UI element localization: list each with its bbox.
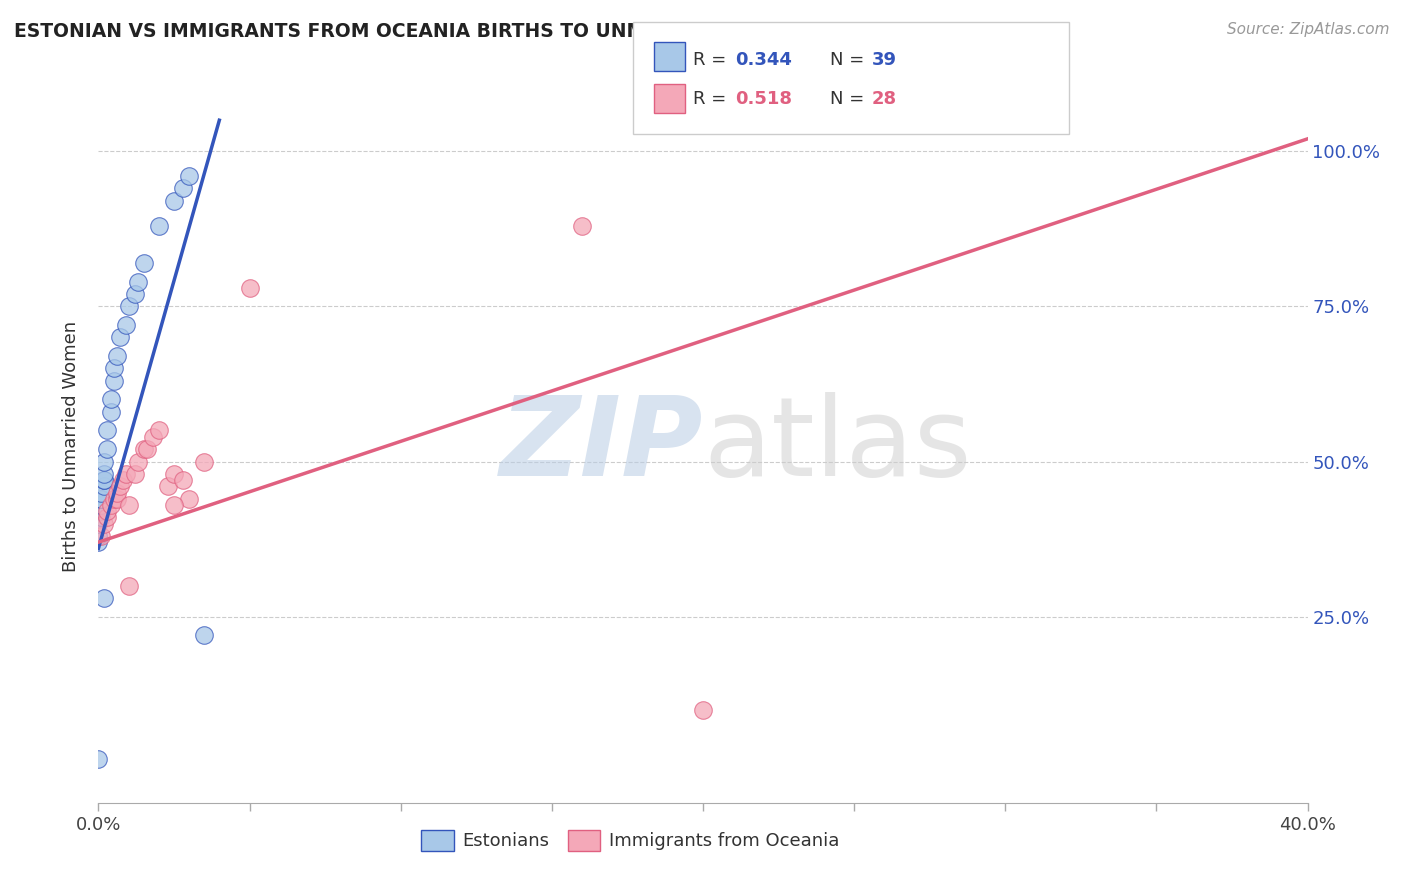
Point [179, 491, 201, 506]
Point [156, 479, 179, 493]
Point [93, 516, 115, 531]
Point [105, 491, 128, 506]
Point [571, 219, 593, 233]
Point [93, 479, 115, 493]
Point [90, 491, 112, 506]
Point [90, 485, 112, 500]
Point [127, 275, 149, 289]
Point [96, 442, 118, 456]
Point [90, 491, 112, 506]
Point [108, 330, 131, 344]
Text: 28: 28 [872, 90, 897, 108]
Point [100, 405, 122, 419]
Point [90, 510, 112, 524]
Point [179, 169, 201, 183]
Point [87, 752, 110, 766]
Point [239, 281, 262, 295]
Point [90, 504, 112, 518]
Point [103, 361, 125, 376]
Point [114, 467, 136, 481]
Point [90, 504, 112, 518]
Point [127, 454, 149, 468]
Point [172, 181, 194, 195]
Y-axis label: Births to Unmarried Women: Births to Unmarried Women [62, 320, 80, 572]
Point [90, 491, 112, 506]
Point [142, 430, 165, 444]
Point [87, 529, 110, 543]
Text: N =: N = [830, 90, 869, 108]
Point [100, 498, 122, 512]
Point [163, 498, 186, 512]
Text: R =: R = [693, 90, 738, 108]
Point [103, 374, 125, 388]
Point [132, 442, 155, 456]
Text: R =: R = [693, 51, 738, 69]
Point [193, 454, 215, 468]
Text: Source: ZipAtlas.com: Source: ZipAtlas.com [1226, 22, 1389, 37]
Point [93, 473, 115, 487]
Point [163, 467, 186, 481]
Point [93, 473, 115, 487]
Point [193, 628, 215, 642]
Point [105, 349, 128, 363]
Point [90, 529, 112, 543]
Point [135, 442, 157, 456]
Text: 0.344: 0.344 [735, 51, 792, 69]
Point [96, 424, 118, 438]
Point [163, 194, 186, 208]
Point [90, 510, 112, 524]
Point [90, 498, 112, 512]
Point [111, 473, 134, 487]
Point [114, 318, 136, 332]
Point [103, 491, 125, 506]
Point [96, 504, 118, 518]
Point [148, 424, 170, 438]
Point [124, 287, 146, 301]
Text: 0.518: 0.518 [735, 90, 793, 108]
Point [96, 510, 118, 524]
Text: 39: 39 [872, 51, 897, 69]
Point [93, 467, 115, 481]
Point [118, 498, 141, 512]
Point [105, 485, 128, 500]
Point [90, 498, 112, 512]
Text: ZIP: ZIP [499, 392, 703, 500]
Point [108, 479, 131, 493]
Point [93, 454, 115, 468]
Text: ESTONIAN VS IMMIGRANTS FROM OCEANIA BIRTHS TO UNMARRIED WOMEN CORRELATION CHART: ESTONIAN VS IMMIGRANTS FROM OCEANIA BIRT… [14, 22, 1046, 41]
Point [172, 473, 194, 487]
Text: N =: N = [830, 51, 869, 69]
Point [132, 256, 155, 270]
Point [148, 219, 170, 233]
Point [100, 392, 122, 407]
Point [118, 579, 141, 593]
Legend: Estonians, Immigrants from Oceania: Estonians, Immigrants from Oceania [413, 822, 846, 858]
Point [118, 299, 141, 313]
Point [87, 516, 110, 531]
Point [692, 703, 714, 717]
Point [93, 591, 115, 605]
Text: atlas: atlas [703, 392, 972, 500]
Point [124, 467, 146, 481]
Point [87, 535, 110, 549]
Point [90, 498, 112, 512]
